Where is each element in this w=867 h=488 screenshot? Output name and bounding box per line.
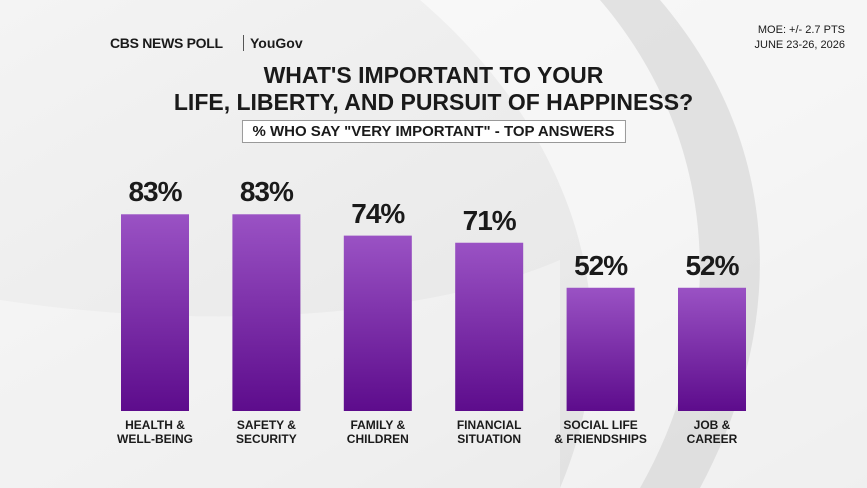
chart-title: WHAT'S IMPORTANT TO YOUR LIFE, LIBERTY, … bbox=[173, 62, 694, 115]
x-tick-label: JOB & CAREER bbox=[686, 418, 738, 446]
x-tick-label: FAMILY & CHILDREN bbox=[346, 418, 409, 446]
value-label: 83% bbox=[128, 176, 182, 208]
x-tick-label: HEALTH & WELL-BEING bbox=[117, 418, 193, 446]
value-label: 83% bbox=[239, 176, 294, 208]
bar bbox=[678, 287, 746, 411]
value-label: 71% bbox=[462, 204, 517, 236]
value-label: 52% bbox=[574, 249, 628, 281]
bar bbox=[455, 242, 524, 411]
value-label: 52% bbox=[685, 249, 739, 281]
moe: MOE: +/- 2.7 PTS bbox=[757, 24, 845, 36]
bar bbox=[343, 235, 412, 411]
date: JUNE 23-26, 2026 bbox=[754, 39, 846, 51]
x-tick-label: FINANCIAL SITUATION bbox=[456, 418, 522, 446]
bar bbox=[232, 214, 301, 411]
bar bbox=[566, 287, 635, 411]
partner: YouGov bbox=[243, 35, 303, 51]
x-tick-label: SOCIAL LIFE & FRIENDSHIPS bbox=[554, 418, 647, 446]
brand: CBS NEWS POLL bbox=[110, 35, 223, 51]
bar bbox=[121, 214, 189, 411]
x-tick-label: SAFETY & SECURITY bbox=[236, 418, 297, 446]
value-label: 74% bbox=[351, 197, 405, 229]
subtitle: % WHO SAY "VERY IMPORTANT" - TOP ANSWERS bbox=[241, 120, 626, 143]
